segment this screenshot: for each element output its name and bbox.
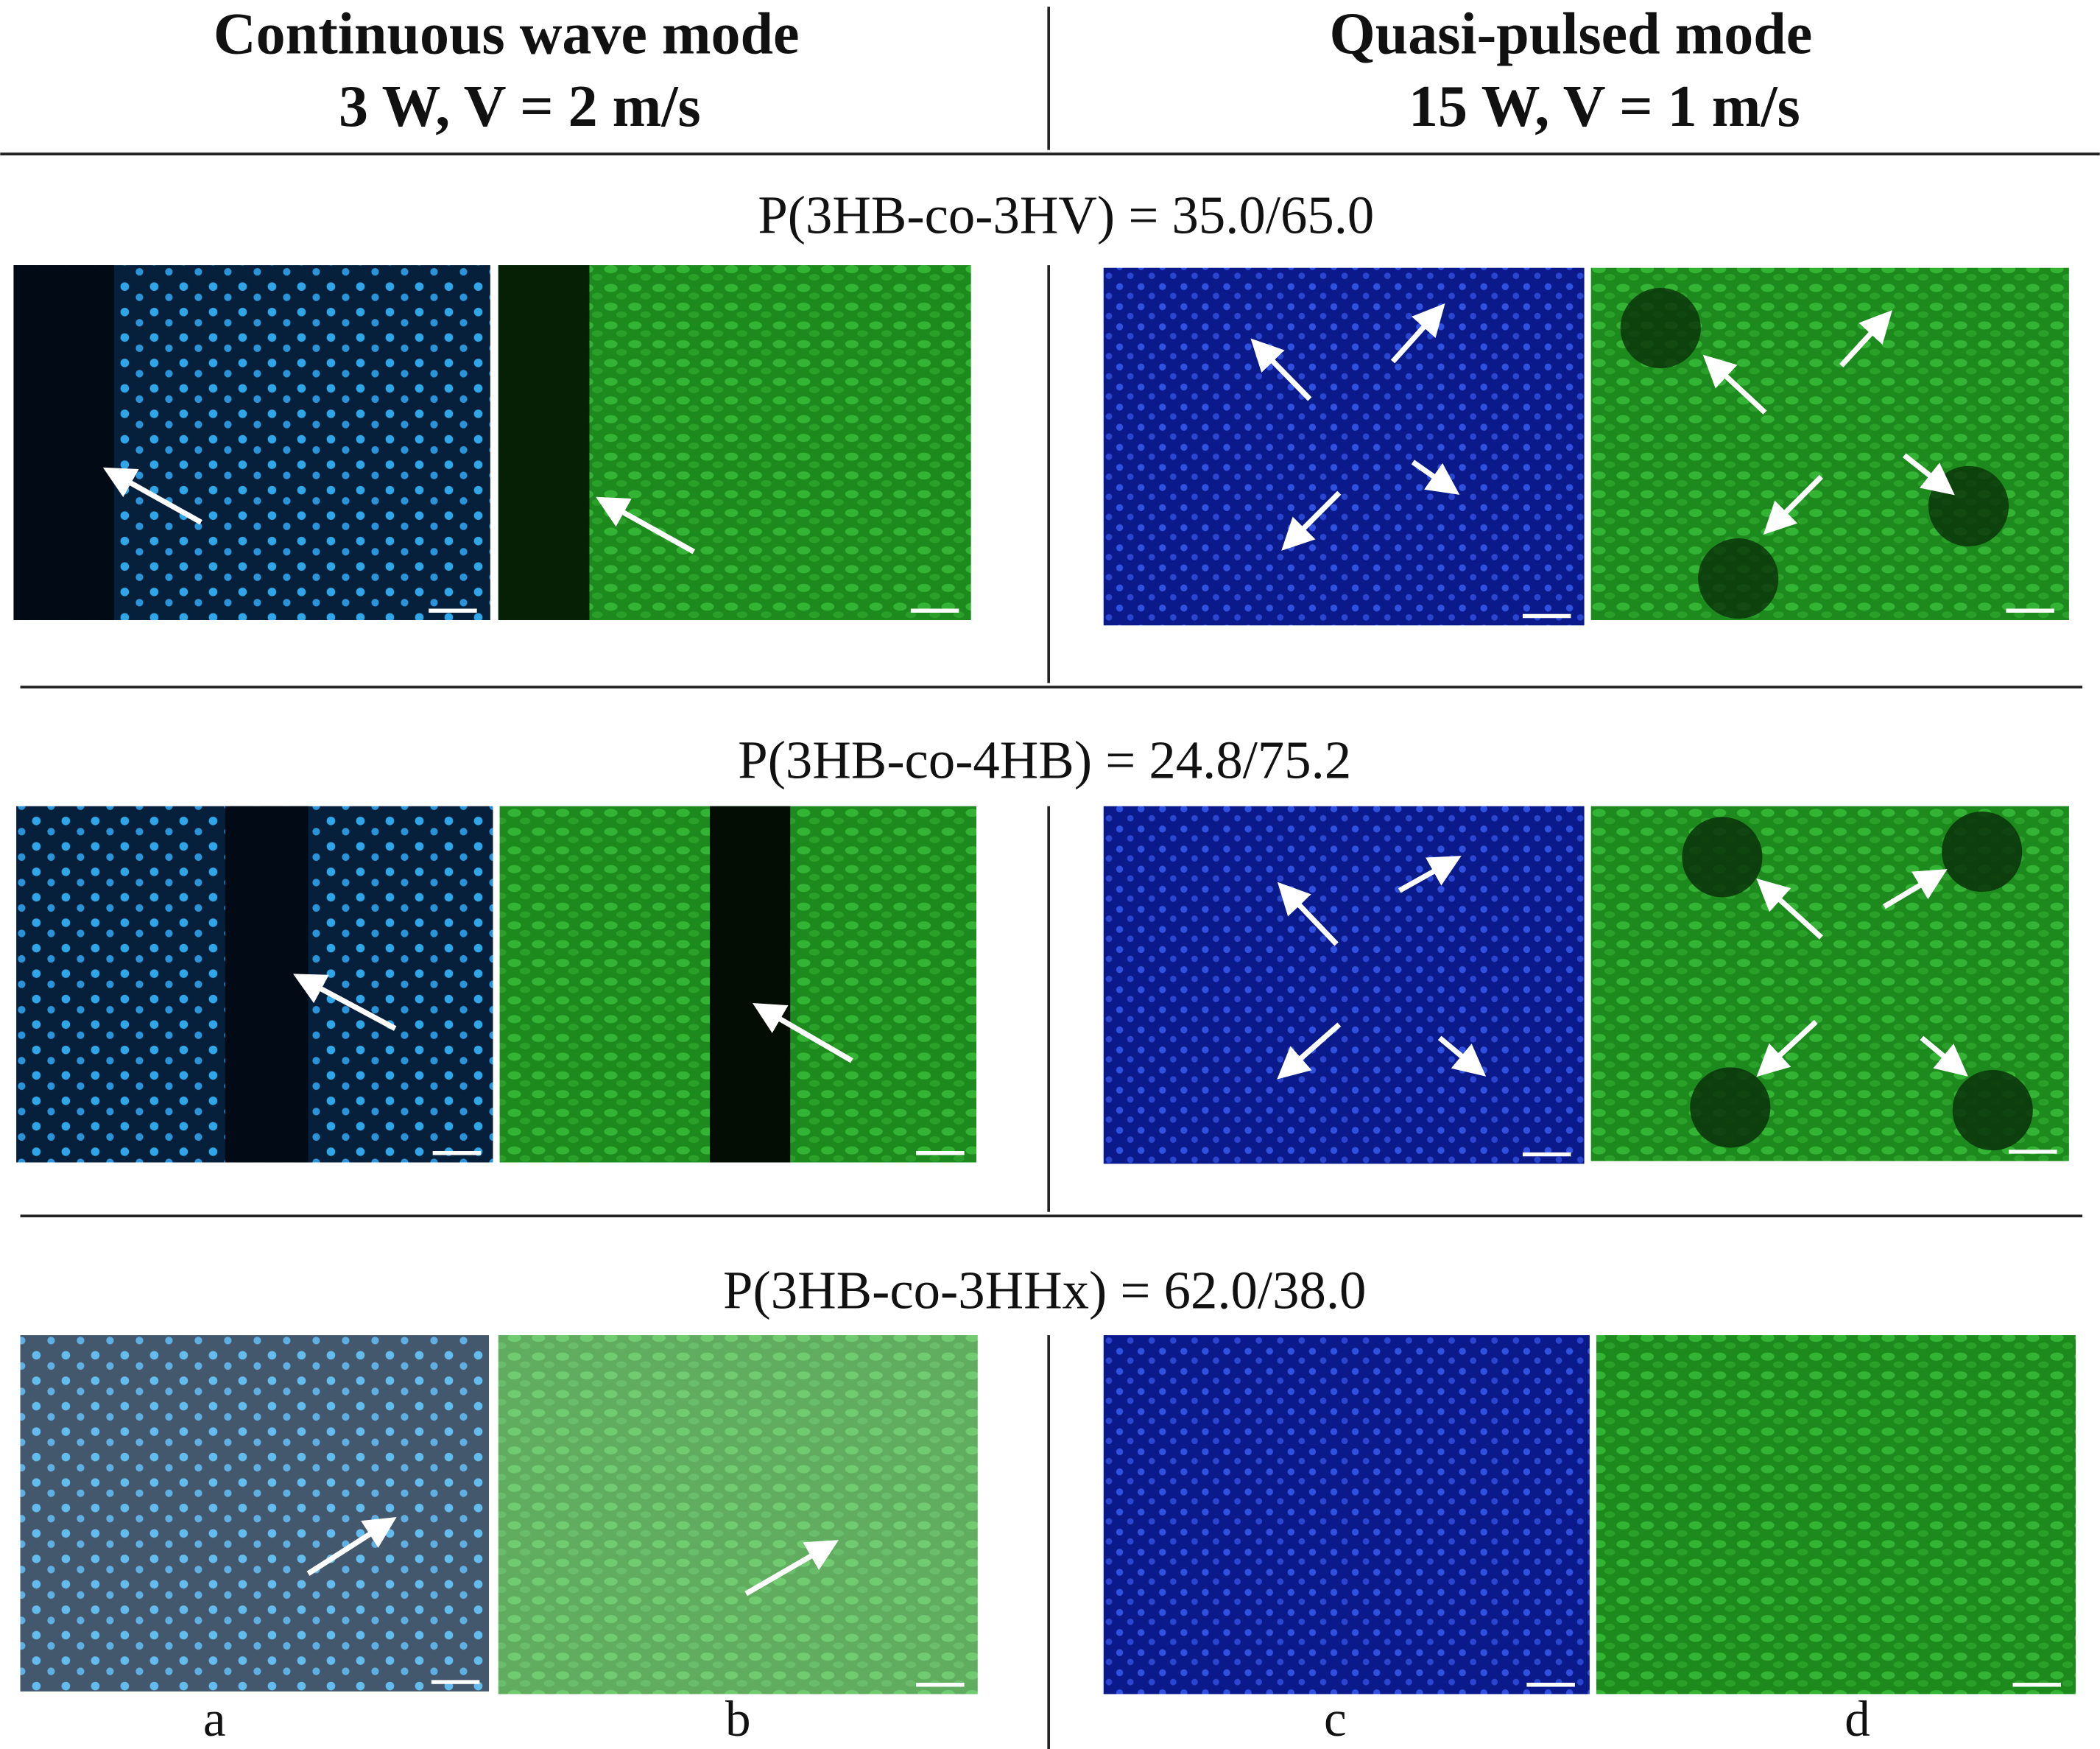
ablation-spot <box>1682 817 1763 898</box>
row-label: P(3HB-co-4HB) = 24.8/75.2 <box>738 731 1351 790</box>
scale-bars <box>429 608 2061 1687</box>
right-subtitle: 15 W, V = 1 m/s <box>1409 74 1800 139</box>
micrograph <box>1103 1335 1590 1695</box>
ablation-spot <box>1942 812 2023 893</box>
micrograph <box>498 1335 978 1695</box>
ablation-spot <box>1928 465 2009 546</box>
laser-track <box>13 265 114 620</box>
laser-track <box>498 265 590 620</box>
micrograph <box>1103 267 1585 626</box>
left-title: Continuous wave mode <box>214 2 800 67</box>
row-label: P(3HB-co-3HV) = 35.0/65.0 <box>758 185 1374 244</box>
ablation-spot <box>1620 287 1701 369</box>
micrograph <box>1596 1335 2076 1695</box>
panel-letter: d <box>1844 1690 1870 1747</box>
panel-letter: c <box>1324 1690 1347 1747</box>
laser-track <box>710 806 791 1163</box>
laser-track <box>225 806 309 1163</box>
ablation-spot <box>1690 1067 1771 1148</box>
arrows <box>306 1516 839 1597</box>
micrograph <box>20 1335 490 1692</box>
ablation-spot <box>1698 538 1779 619</box>
panel-letter: b <box>725 1690 751 1747</box>
left-subtitle: 3 W, V = 2 m/s <box>339 74 701 139</box>
arrows <box>293 856 1968 1080</box>
ablation-spot <box>1952 1070 2033 1151</box>
arrows <box>102 303 1955 555</box>
right-title: Quasi-pulsed mode <box>1330 2 1813 67</box>
micrograph <box>1103 806 1585 1164</box>
row-label: P(3HB-co-3HHx) = 62.0/38.0 <box>723 1261 1366 1320</box>
panel-letter: a <box>203 1690 226 1747</box>
